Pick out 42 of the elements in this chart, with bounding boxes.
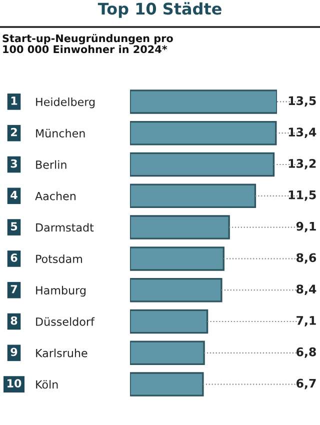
- y-tick-label: München: [36, 128, 85, 138]
- y-tick-label: Potsdam: [36, 254, 82, 264]
- bar: [130, 152, 275, 177]
- data-label: 7,1: [296, 316, 316, 326]
- bar: [130, 215, 230, 240]
- data-label: 11,5: [288, 190, 316, 201]
- text: 7: [10, 285, 17, 294]
- text: 8: [10, 316, 18, 325]
- data-label: 13,5: [288, 96, 316, 107]
- bar: [130, 372, 204, 396]
- y-tick-label: Berlin: [36, 160, 66, 169]
- chart-subtitle: Start-up-Neugründungen pro 100 000 Einwohner in 2024*: [2, 34, 173, 54]
- y-tick-label: Aachen: [35, 192, 76, 200]
- bar: [130, 246, 224, 271]
- bar: [130, 309, 208, 334]
- bar: [130, 90, 277, 114]
- data-label: 9,1: [296, 222, 316, 232]
- y-tick-label: Karlsruhe: [36, 348, 88, 358]
- bar: [130, 184, 256, 208]
- y-tick-label: Hamburg: [36, 286, 86, 297]
- bar: [130, 120, 277, 146]
- data-label: 6,8: [296, 347, 316, 358]
- data-label: 13,4: [288, 128, 316, 138]
- data-label: 8,6: [296, 253, 316, 264]
- text: 1: [11, 96, 18, 105]
- y-tick-label: Köln: [36, 380, 58, 389]
- chart-title: Top 10 Städte: [98, 2, 222, 18]
- y-tick-label: Düsseldorf: [36, 317, 95, 326]
- data-label: 6,7: [296, 378, 316, 390]
- text: 6: [10, 254, 18, 262]
- text: 10: [8, 379, 22, 388]
- data-label: 8,4: [296, 284, 316, 296]
- text: 2: [11, 128, 17, 136]
- text: 4: [10, 190, 18, 199]
- y-tick-label: Heidelberg: [36, 97, 95, 108]
- bar: [130, 340, 205, 366]
- data-label: 13,2: [288, 158, 316, 170]
- text: 9: [10, 348, 18, 356]
- y-tick-label: Darmstadt: [36, 223, 94, 232]
- bar: [130, 278, 222, 302]
- text: 5: [10, 222, 18, 231]
- text: 3: [10, 159, 17, 168]
